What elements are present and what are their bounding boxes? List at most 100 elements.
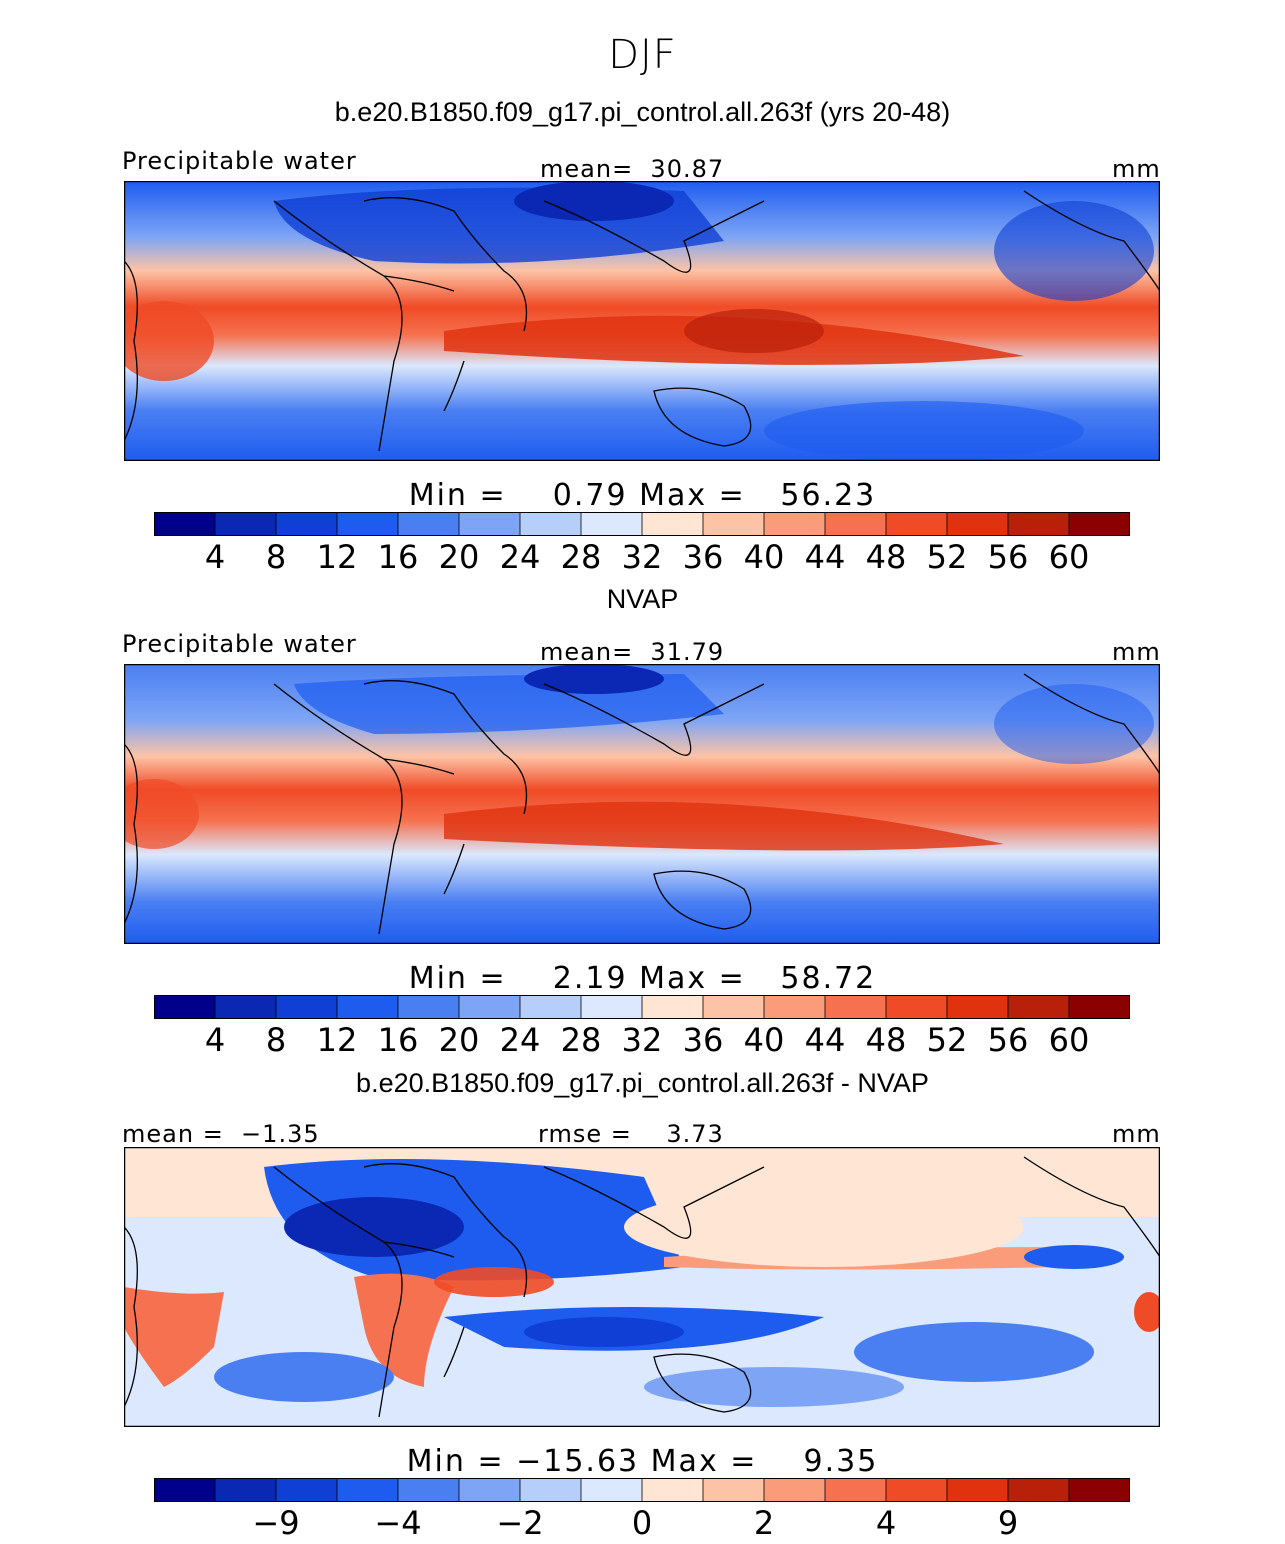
colorbar-box-15 xyxy=(1007,512,1070,536)
colorbar-box-12 xyxy=(824,1478,887,1502)
colorbar-box-2 xyxy=(214,1478,277,1502)
colorbar-box-1 xyxy=(154,995,216,1019)
colorbar-tick-label: 4 xyxy=(204,538,226,576)
colorbar-box-6 xyxy=(458,512,521,536)
colorbar-tick-label: −4 xyxy=(374,1504,422,1542)
colorbar-box-14 xyxy=(946,995,1009,1019)
colorbar-tick-label: 0 xyxy=(631,1504,653,1542)
colorbar-tick-label: 28 xyxy=(560,538,602,576)
colorbar-box-10 xyxy=(702,512,765,536)
colorbar-box-16 xyxy=(1068,1478,1130,1502)
colorbar-tick-label: 12 xyxy=(316,538,358,576)
colorbar-tick-label: 36 xyxy=(682,538,724,576)
colorbar-tick-label: 48 xyxy=(865,538,907,576)
colorbar-tick-label: 60 xyxy=(1048,1021,1090,1059)
colorbar-box-13 xyxy=(885,1478,948,1502)
panel2-variable-label: Precipitable water xyxy=(122,630,357,658)
colorbar-box-13 xyxy=(885,512,948,536)
colorbar-box-10 xyxy=(702,1478,765,1502)
colorbar-tick-label: 56 xyxy=(987,538,1029,576)
colorbar-tick-label: 12 xyxy=(316,1021,358,1059)
colorbar-box-16 xyxy=(1068,512,1130,536)
colorbar-box-11 xyxy=(763,1478,826,1502)
colorbar-tick-label: 44 xyxy=(804,1021,846,1059)
colorbar-box-1 xyxy=(154,512,216,536)
colorbar-box-14 xyxy=(946,512,1009,536)
colorbar-tick-label: 20 xyxy=(438,538,480,576)
colorbar-box-4 xyxy=(336,512,399,536)
colorbar-tick-label: 32 xyxy=(621,1021,663,1059)
colorbar-box-7 xyxy=(519,512,582,536)
colorbar-tick-label: 44 xyxy=(804,538,846,576)
panel2-title: NVAP xyxy=(606,584,679,614)
colorbar-tick-label: −2 xyxy=(496,1504,544,1542)
colorbar-tick-label: 40 xyxy=(743,1021,785,1059)
colorbar-tick-label: 48 xyxy=(865,1021,907,1059)
colorbar-box-13 xyxy=(885,995,948,1019)
panel1-title: b.e20.B1850.f09_g17.pi_control.all.263f … xyxy=(334,97,951,127)
colorbar-tick-label: 4 xyxy=(204,1021,226,1059)
colorbar-box-10 xyxy=(702,995,765,1019)
colorbar-box-16 xyxy=(1068,995,1130,1019)
colorbar-tick-label: 28 xyxy=(560,1021,602,1059)
panel1-mean-label: mean= 30.87 xyxy=(540,155,725,183)
colorbar-box-3 xyxy=(275,1478,338,1502)
colorbar-box-5 xyxy=(397,995,460,1019)
panel2-min-max: Min = 2.19 Max = 58.72 xyxy=(408,961,877,996)
colorbar-tick-label: 4 xyxy=(875,1504,897,1542)
figure-season-title: DJF xyxy=(608,32,677,78)
colorbar-box-6 xyxy=(458,995,521,1019)
colorbar-box-4 xyxy=(336,995,399,1019)
colorbar-box-8 xyxy=(580,512,643,536)
panel2-mean-label: mean= 31.79 xyxy=(540,638,725,666)
colorbar-tick-label: 36 xyxy=(682,1021,724,1059)
panel3-colorbar xyxy=(154,1478,1130,1502)
panel3-units-label: mm xyxy=(1112,1120,1161,1148)
colorbar-tick-label: 24 xyxy=(499,1021,541,1059)
colorbar-tick-label: 56 xyxy=(987,1021,1029,1059)
colorbar-tick-label: 40 xyxy=(743,538,785,576)
colorbar-box-15 xyxy=(1007,995,1070,1019)
panel2-colorbar xyxy=(154,995,1130,1019)
colorbar-tick-label: 24 xyxy=(499,538,541,576)
colorbar-tick-label: 60 xyxy=(1048,538,1090,576)
panel2-colorbar-ticks: 4 8 12 16 20 24 28 32 36 40 44 48 52 56 60 xyxy=(0,1021,1285,1061)
colorbar-box-2 xyxy=(214,995,277,1019)
colorbar-tick-label: 20 xyxy=(438,1021,480,1059)
panel2-map xyxy=(124,664,1160,944)
colorbar-tick-label: 52 xyxy=(926,538,968,576)
panel3-rmse-label: rmse = 3.73 xyxy=(538,1120,724,1148)
colorbar-box-7 xyxy=(519,995,582,1019)
colorbar-tick-label: 2 xyxy=(753,1504,775,1542)
colorbar-box-9 xyxy=(641,995,704,1019)
panel3-mean-label: mean = −1.35 xyxy=(122,1120,320,1148)
colorbar-box-3 xyxy=(275,512,338,536)
colorbar-tick-label: 9 xyxy=(997,1504,1019,1542)
colorbar-box-11 xyxy=(763,512,826,536)
colorbar-box-4 xyxy=(336,1478,399,1502)
colorbar-tick-label: 8 xyxy=(265,538,287,576)
colorbar-box-3 xyxy=(275,995,338,1019)
colorbar-box-7 xyxy=(519,1478,582,1502)
panel1-colorbar-ticks: 4 8 12 16 20 24 28 32 36 40 44 48 52 56 60 xyxy=(0,538,1285,578)
colorbar-box-12 xyxy=(824,512,887,536)
panel3-map xyxy=(124,1147,1160,1427)
colorbar-box-9 xyxy=(641,1478,704,1502)
colorbar-tick-label: 8 xyxy=(265,1021,287,1059)
colorbar-box-6 xyxy=(458,1478,521,1502)
colorbar-box-14 xyxy=(946,1478,1009,1502)
colorbar-tick-label: 52 xyxy=(926,1021,968,1059)
panel3-colorbar-ticks: −9 −4 −2 0 2 4 9 xyxy=(0,1504,1285,1544)
colorbar-box-2 xyxy=(214,512,277,536)
panel3-title: b.e20.B1850.f09_g17.pi_control.all.263f … xyxy=(356,1068,929,1098)
colorbar-tick-label: −9 xyxy=(252,1504,300,1542)
colorbar-box-11 xyxy=(763,995,826,1019)
panel1-map xyxy=(124,181,1160,461)
panel2-units-label: mm xyxy=(1112,638,1161,666)
colorbar-tick-label: 32 xyxy=(621,538,663,576)
colorbar-box-1 xyxy=(154,1478,216,1502)
panel3-min-max: Min = −15.63 Max = 9.35 xyxy=(406,1444,879,1479)
panel1-colorbar xyxy=(154,512,1130,536)
colorbar-box-5 xyxy=(397,1478,460,1502)
colorbar-box-12 xyxy=(824,995,887,1019)
